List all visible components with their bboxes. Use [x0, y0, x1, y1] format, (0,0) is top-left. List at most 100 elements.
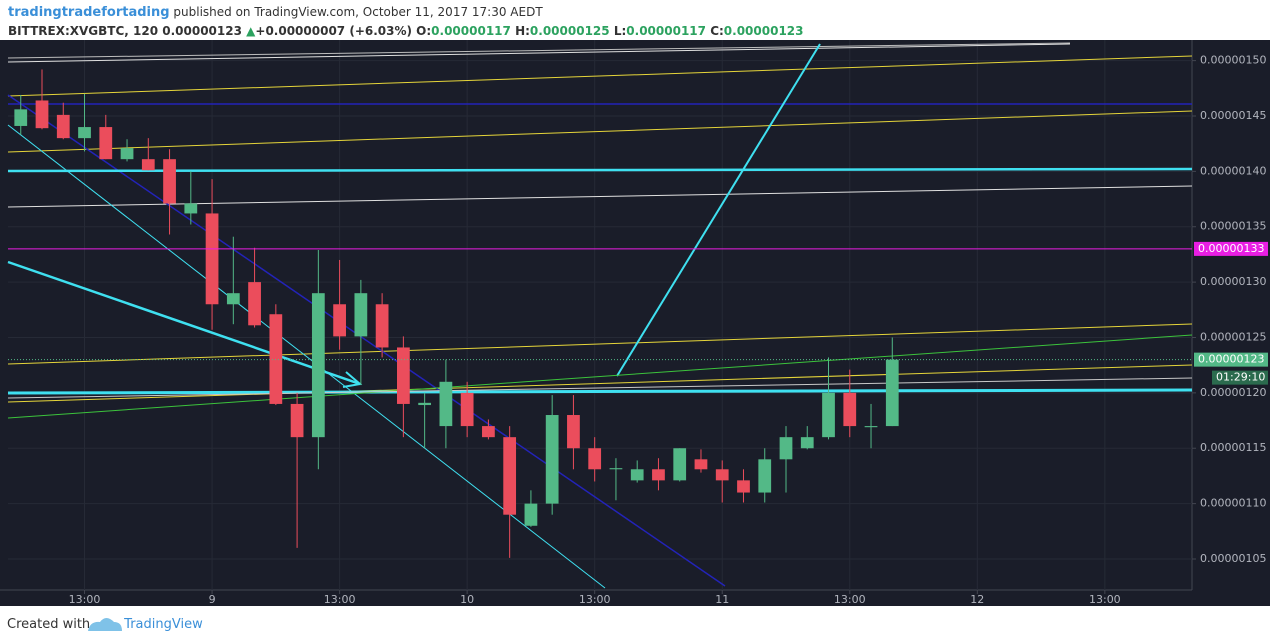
- candle-body: [290, 403, 304, 438]
- created-with: Created with: [7, 617, 91, 632]
- c-label: C:: [710, 24, 724, 38]
- x-tick-label: 9: [209, 593, 216, 606]
- trendline: [7, 94, 726, 587]
- y-tick-label: 0.00000120: [1200, 386, 1266, 399]
- tradingview-logo: [88, 618, 122, 631]
- symbol: BITTREX:XVGBTC, 120: [8, 24, 159, 38]
- y-tick-label: 0.00000150: [1200, 54, 1266, 67]
- brand[interactable]: TradingView: [124, 617, 203, 632]
- arrow: ▲: [246, 24, 256, 38]
- trendline: [7, 167, 1193, 173]
- candle-body: [418, 402, 432, 406]
- x-tick-label: 13:00: [1089, 593, 1121, 606]
- trendline: [7, 388, 1193, 395]
- header-line-2: BITTREX:XVGBTC, 120 0.00000123 ▲+0.00000…: [8, 22, 804, 40]
- y-tick-label: 0.00000135: [1200, 220, 1266, 233]
- trendline: [616, 43, 821, 377]
- trendline: [7, 43, 1071, 63]
- trendline: [7, 55, 1193, 97]
- l-label: L:: [613, 24, 627, 38]
- candle-body: [779, 437, 793, 460]
- arrow-line: [7, 260, 361, 386]
- candle-body: [737, 480, 750, 493]
- countdown-tag: [1212, 370, 1268, 385]
- trendline: [7, 323, 1193, 365]
- candle-body: [652, 469, 665, 481]
- candle-body: [567, 415, 580, 449]
- y-tick-label: 0.00000115: [1200, 441, 1266, 454]
- candle-body: [354, 293, 368, 337]
- candle-body: [396, 347, 410, 404]
- candle-body: [694, 459, 708, 470]
- candle-body: [248, 282, 261, 326]
- candle-body: [120, 148, 134, 160]
- y-tick-label: 0.00000130: [1200, 275, 1266, 288]
- header-line-1: tradingtradefortading published on Tradi…: [8, 3, 804, 22]
- y-tick-label: 0.00000125: [1200, 330, 1266, 343]
- trendline: [7, 42, 1071, 59]
- x-tick-label: 11: [715, 593, 729, 606]
- trendline: [7, 185, 1193, 208]
- last-price-label: 0.00000123: [1198, 353, 1264, 366]
- candle-body: [822, 392, 835, 438]
- published: published on TradingView.com, October 11…: [173, 5, 543, 19]
- price-tags: 0.00000133 0.00000123 01:29:10: [8, 241, 1268, 385]
- x-tick-label: 10: [460, 593, 474, 606]
- candle-body: [482, 426, 495, 438]
- candle-body: [460, 392, 474, 427]
- candle-body: [141, 159, 155, 171]
- candle-body: [885, 359, 899, 427]
- x-tick-label: 13:00: [69, 593, 101, 606]
- candle-body: [630, 469, 644, 481]
- o-label: O:: [416, 24, 432, 38]
- x-tick-label: 12: [970, 593, 984, 606]
- candle-body: [78, 127, 91, 139]
- arrow-head: [342, 371, 363, 388]
- drawings: [7, 42, 1193, 589]
- candle-body: [609, 468, 623, 470]
- candle-body: [333, 304, 346, 337]
- price-tag-label: 0.00000133: [1198, 242, 1264, 255]
- y-tick-label: 0.00000105: [1200, 552, 1266, 565]
- footer: Created with TradingView: [7, 617, 203, 632]
- last: 0.00000123: [162, 24, 242, 38]
- candle-body: [184, 203, 198, 214]
- candle-body: [864, 426, 878, 428]
- candle-body: [503, 437, 517, 515]
- candle-body: [163, 159, 176, 204]
- change: +0.00000007 (+6.03%): [255, 24, 412, 38]
- price-tag: [1194, 241, 1268, 256]
- x-tick-label: 13:00: [834, 593, 866, 606]
- y-tick-label: 0.00000110: [1200, 497, 1266, 510]
- trendline: [7, 110, 1193, 153]
- candle-body: [715, 469, 729, 481]
- c: 0.00000123: [723, 24, 804, 38]
- candles: [14, 69, 899, 558]
- o: 0.00000117: [431, 24, 511, 38]
- h-label: H:: [515, 24, 530, 38]
- candle-body: [439, 381, 453, 427]
- trendline: [7, 364, 1193, 403]
- x-tick-label: 13:00: [324, 593, 356, 606]
- author: tradingtradefortading: [8, 5, 170, 20]
- candle-body: [226, 293, 240, 305]
- countdown-label: 01:29:10: [1216, 371, 1265, 384]
- candle-body: [800, 437, 814, 449]
- trendline: [7, 334, 1193, 419]
- y-tick-label: 0.00000140: [1200, 164, 1266, 177]
- trendline: [7, 377, 1193, 399]
- candle-body: [205, 213, 219, 305]
- y-tick-label: 0.00000145: [1200, 109, 1266, 122]
- candle-body: [524, 503, 538, 526]
- candle-body: [14, 109, 28, 126]
- candle-body: [673, 448, 687, 481]
- h: 0.00000125: [529, 24, 610, 38]
- candle-body: [375, 304, 389, 348]
- candle-body: [99, 127, 113, 160]
- last-price-tag: [1194, 352, 1268, 367]
- header: tradingtradefortading published on Tradi…: [8, 3, 804, 40]
- chart-background: [0, 40, 1270, 606]
- candle-body: [758, 459, 772, 493]
